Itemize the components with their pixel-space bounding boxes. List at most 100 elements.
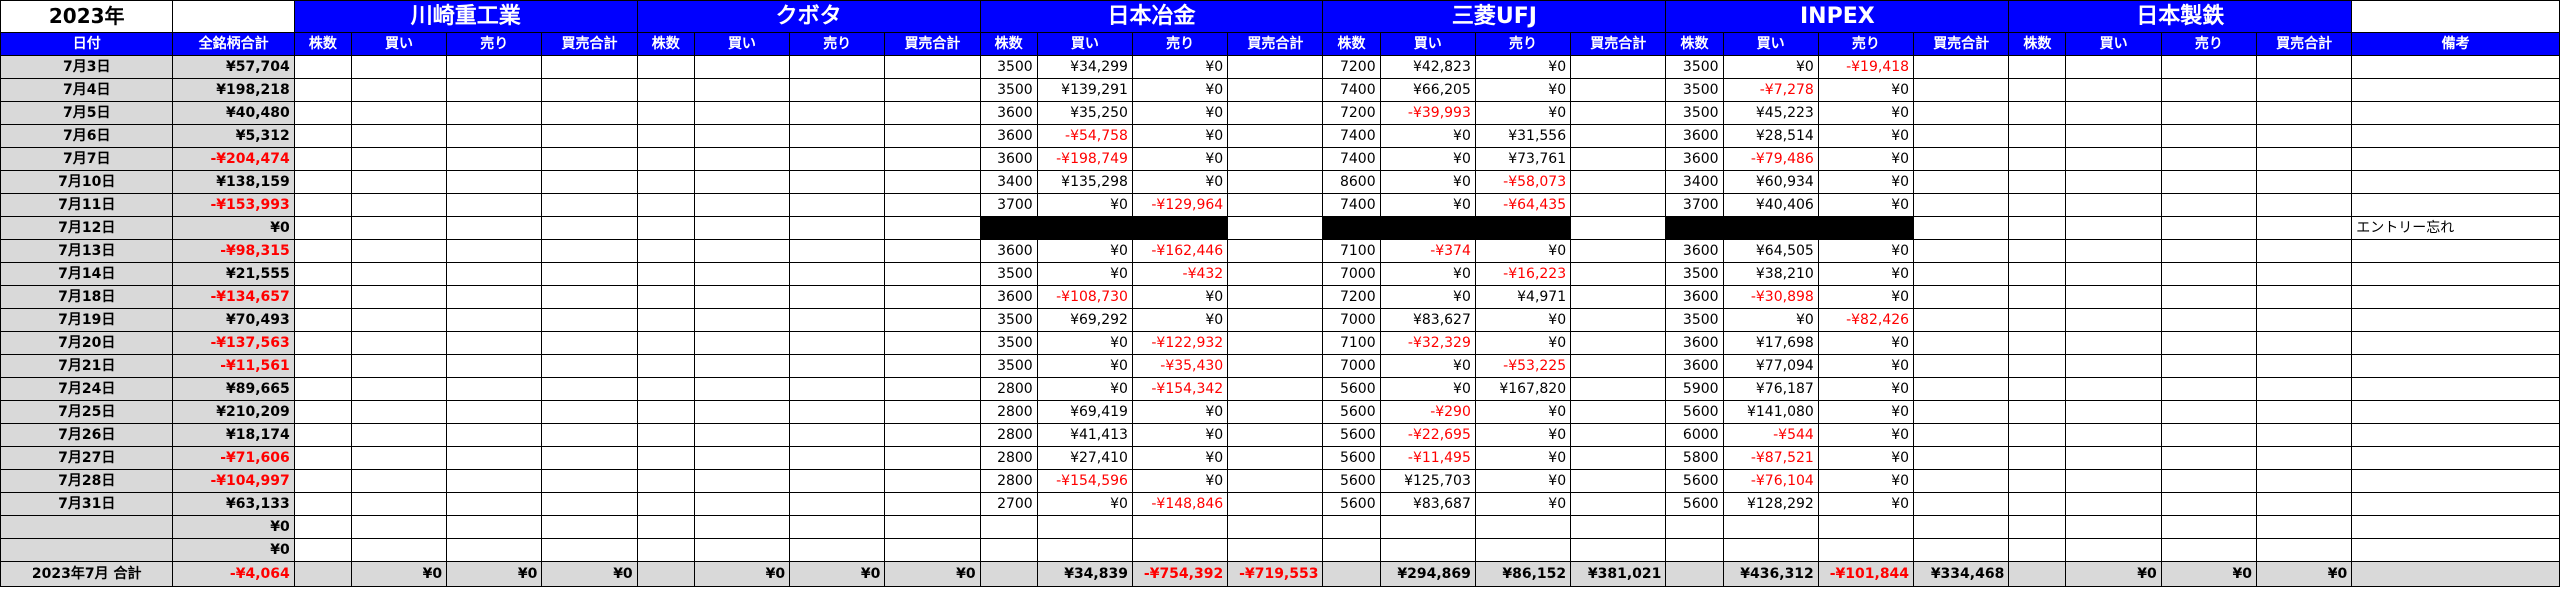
sell-cell[interactable] — [789, 446, 886, 470]
net-cell[interactable] — [1913, 400, 2010, 424]
shares-cell[interactable]: 3500 — [1665, 55, 1724, 79]
sell-cell[interactable] — [446, 170, 543, 194]
buy-cell[interactable] — [2065, 377, 2162, 401]
shares-cell[interactable] — [2008, 469, 2067, 493]
sell-cell[interactable] — [1474, 216, 1572, 240]
shares-cell[interactable]: 5900 — [1665, 377, 1724, 401]
sell-cell[interactable]: ¥0 — [1131, 400, 1229, 424]
buy-cell[interactable] — [693, 78, 791, 102]
note-cell[interactable] — [2351, 538, 2560, 562]
buy-cell[interactable]: ¥0 — [1036, 492, 1133, 516]
net-cell[interactable] — [1227, 308, 1324, 332]
date-cell[interactable] — [0, 515, 174, 539]
shares-cell[interactable]: 5600 — [1665, 400, 1724, 424]
buy-cell[interactable]: -¥108,730 — [1036, 285, 1133, 309]
all-total-cell[interactable]: -¥104,997 — [172, 469, 295, 493]
buy-cell[interactable]: ¥0 — [1036, 193, 1133, 217]
net-cell[interactable] — [1227, 216, 1324, 240]
sell-cell[interactable] — [789, 423, 886, 447]
shares-cell[interactable] — [293, 101, 352, 125]
net-column-header[interactable]: 買売合計 — [1913, 32, 2010, 56]
shares-cell[interactable]: 2800 — [979, 423, 1038, 447]
sell-cell[interactable]: -¥19,418 — [1817, 55, 1915, 79]
buy-cell[interactable]: -¥7,278 — [1722, 78, 1819, 102]
monthly-shares-total[interactable] — [979, 561, 1038, 587]
buy-cell[interactable]: ¥0 — [1379, 354, 1476, 378]
buy-cell[interactable] — [693, 515, 791, 539]
shares-cell[interactable] — [293, 354, 352, 378]
net-cell[interactable] — [1570, 423, 1667, 447]
buy-cell[interactable] — [1036, 216, 1133, 240]
sell-cell[interactable] — [446, 400, 543, 424]
sell-cell[interactable] — [789, 147, 886, 171]
net-cell[interactable] — [884, 78, 981, 102]
net-cell[interactable] — [884, 538, 981, 562]
shares-cell[interactable] — [293, 216, 352, 240]
note-cell[interactable] — [2351, 423, 2560, 447]
net-cell[interactable] — [541, 469, 638, 493]
note-cell[interactable]: エントリー忘れ — [2351, 216, 2560, 240]
net-cell[interactable] — [2255, 308, 2353, 332]
stock-name-header[interactable]: 日本製鉄 — [2008, 0, 2353, 33]
blank-title-cell[interactable] — [2351, 0, 2560, 33]
shares-cell[interactable] — [2008, 400, 2067, 424]
shares-cell[interactable] — [636, 492, 695, 516]
sell-cell[interactable]: ¥0 — [1131, 124, 1229, 148]
sell-cell[interactable]: -¥16,223 — [1474, 262, 1572, 286]
net-column-header[interactable]: 買売合計 — [1570, 32, 1667, 56]
net-cell[interactable] — [884, 124, 981, 148]
stock-name-header[interactable]: 三菱UFJ — [1322, 0, 1667, 33]
net-cell[interactable] — [884, 354, 981, 378]
buy-cell[interactable] — [693, 423, 791, 447]
buy-cell[interactable] — [693, 331, 791, 355]
sell-cell[interactable]: ¥0 — [1474, 469, 1572, 493]
sell-cell[interactable] — [789, 377, 886, 401]
net-cell[interactable] — [1227, 193, 1324, 217]
shares-cell[interactable] — [293, 147, 352, 171]
shares-cell[interactable]: 3500 — [979, 262, 1038, 286]
buy-cell[interactable]: ¥128,292 — [1722, 492, 1819, 516]
buy-cell[interactable]: -¥290 — [1379, 400, 1476, 424]
buy-cell[interactable]: ¥69,419 — [1036, 400, 1133, 424]
buy-cell[interactable]: -¥544 — [1722, 423, 1819, 447]
net-cell[interactable] — [1570, 331, 1667, 355]
net-cell[interactable] — [541, 124, 638, 148]
shares-cell[interactable] — [2008, 423, 2067, 447]
buy-cell[interactable] — [350, 124, 448, 148]
date-cell[interactable]: 7月27日 — [0, 446, 174, 470]
buy-cell[interactable] — [350, 101, 448, 125]
net-cell[interactable] — [1227, 400, 1324, 424]
sell-cell[interactable] — [2160, 308, 2257, 332]
net-cell[interactable] — [2255, 469, 2353, 493]
sell-cell[interactable] — [446, 446, 543, 470]
shares-cell[interactable]: 3500 — [979, 78, 1038, 102]
date-cell[interactable]: 7月12日 — [0, 216, 174, 240]
sell-cell[interactable]: ¥0 — [1817, 469, 1915, 493]
shares-cell[interactable]: 7400 — [1322, 78, 1381, 102]
sell-cell[interactable]: -¥35,430 — [1131, 354, 1229, 378]
net-cell[interactable] — [1570, 124, 1667, 148]
shares-cell[interactable]: 3600 — [979, 239, 1038, 263]
sell-cell[interactable]: ¥0 — [1474, 55, 1572, 79]
net-cell[interactable] — [1570, 354, 1667, 378]
sell-cell[interactable]: ¥0 — [1474, 400, 1572, 424]
shares-cell[interactable]: 3500 — [979, 331, 1038, 355]
shares-cell[interactable]: 7200 — [1322, 55, 1381, 79]
buy-cell[interactable]: ¥35,250 — [1036, 101, 1133, 125]
shares-cell[interactable] — [636, 446, 695, 470]
buy-cell[interactable] — [350, 170, 448, 194]
buy-cell[interactable]: ¥17,698 — [1722, 331, 1819, 355]
net-cell[interactable] — [1570, 285, 1667, 309]
shares-cell[interactable]: 6000 — [1665, 423, 1724, 447]
sell-cell[interactable]: ¥0 — [1817, 239, 1915, 263]
shares-cell[interactable]: 5600 — [1665, 469, 1724, 493]
shares-cell[interactable] — [293, 285, 352, 309]
sell-cell[interactable]: ¥0 — [1474, 446, 1572, 470]
net-cell[interactable] — [541, 262, 638, 286]
date-cell[interactable]: 7月5日 — [0, 101, 174, 125]
sell-cell[interactable] — [789, 101, 886, 125]
net-cell[interactable] — [2255, 216, 2353, 240]
stock-name-header[interactable]: 川崎重工業 — [293, 0, 638, 33]
shares-cell[interactable]: 5600 — [1322, 377, 1381, 401]
net-cell[interactable] — [1913, 331, 2010, 355]
